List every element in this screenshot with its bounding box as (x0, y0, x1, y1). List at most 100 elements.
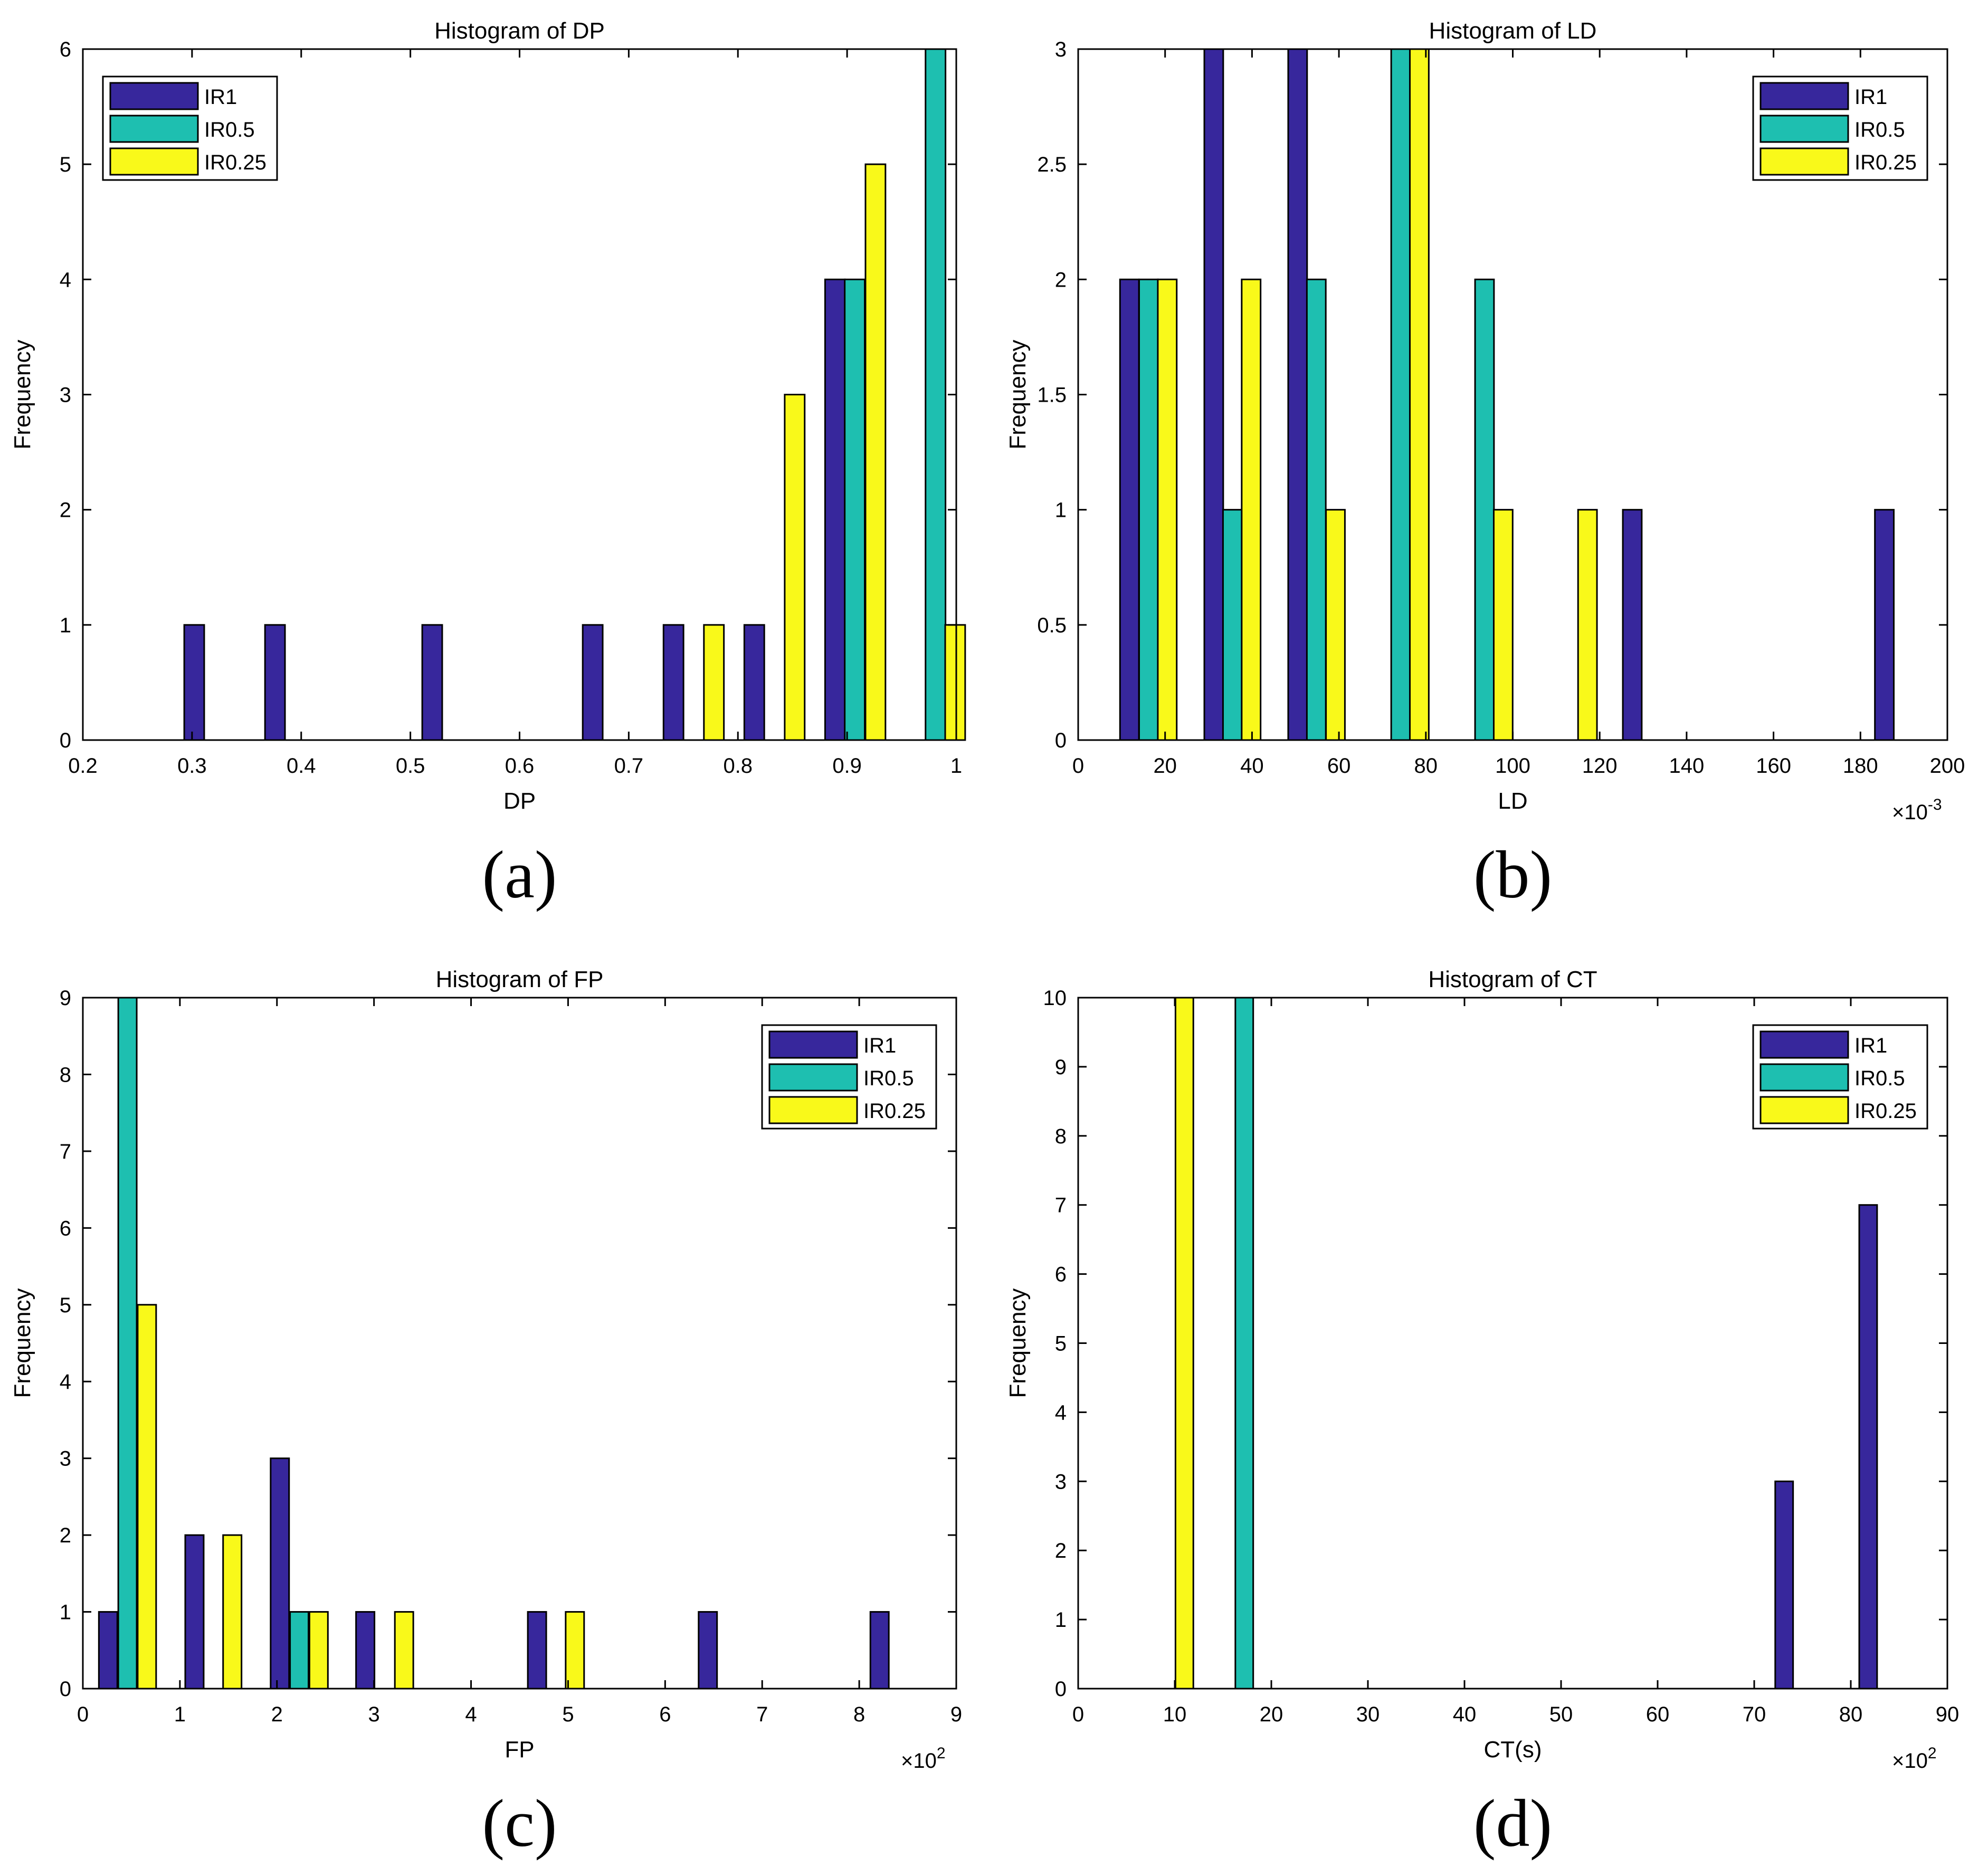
bar-ir1-2 (421, 624, 443, 741)
x-tick-label: 120 (1582, 754, 1618, 778)
y-tick-label: 4 (1055, 1401, 1067, 1424)
x-tick-label: 80 (1414, 754, 1438, 778)
legend-label: IR0.5 (1854, 1067, 1905, 1090)
y-tick-label: 0.5 (1037, 614, 1067, 637)
y-tick-label: 0 (60, 1678, 71, 1701)
legend-label: IR0.25 (1854, 151, 1917, 174)
bar-ir1-2 (1287, 48, 1308, 741)
x-tick-label: 0.3 (177, 754, 207, 778)
y-tick-label: 1.5 (1037, 384, 1067, 407)
legend-swatch-ir05 (1759, 115, 1849, 143)
legend: IR1 IR0.5 IR0.25 (102, 75, 278, 181)
legend-swatch-ir025 (768, 1096, 858, 1124)
legend-swatch-ir1 (109, 82, 199, 110)
x-tick-label: 0.6 (505, 754, 535, 778)
y-tick-label: 6 (1055, 1263, 1067, 1286)
bar-ir05-1 (925, 48, 947, 741)
chart-title: Histogram of FP (436, 967, 604, 992)
legend-swatch-ir1 (1759, 82, 1849, 110)
bar-ir05-0 (1234, 997, 1254, 1690)
legend-label: IR1 (1854, 86, 1887, 109)
legend-label: IR0.5 (863, 1067, 914, 1090)
y-tick-label: 1 (1055, 499, 1067, 522)
y-tick-label: 0 (1055, 1678, 1067, 1701)
x-tick-label: 7 (756, 1703, 768, 1726)
x-tick-label: 60 (1646, 1703, 1670, 1726)
bar-ir1-5 (743, 624, 765, 741)
axes-frame (82, 997, 957, 1690)
x-tick-label: 60 (1327, 754, 1351, 778)
y-tick-label: 8 (1055, 1125, 1067, 1148)
x-tick-label: 160 (1756, 754, 1791, 778)
x-tick-label: 0 (1072, 754, 1084, 778)
x-tick-label: 0 (77, 1703, 89, 1726)
x-tick-label: 50 (1549, 1703, 1573, 1726)
legend-swatch-ir05 (768, 1063, 858, 1092)
legend-swatch-ir05 (1759, 1063, 1849, 1092)
x-tick-label: 0.2 (68, 754, 98, 778)
bar-ir1-3 (1622, 509, 1643, 741)
bar-ir025-0 (137, 1304, 157, 1690)
legend: IR1 IR0.5 IR0.25 (1752, 1024, 1928, 1130)
legend-label: IR0.5 (1854, 118, 1905, 141)
bar-ir1-5 (698, 1611, 718, 1690)
x-tick-label: 5 (562, 1703, 574, 1726)
bar-ir1-1 (264, 624, 286, 741)
bar-ir1-1 (184, 1534, 205, 1690)
legend-swatch-ir05 (109, 115, 199, 143)
y-tick-label: 1 (60, 614, 71, 637)
legend: IR1 IR0.5 IR0.25 (1752, 75, 1928, 181)
bar-ir1-1 (1858, 1204, 1878, 1690)
y-tick-label: 1 (1055, 1608, 1067, 1632)
y-tick-label: 3 (1055, 38, 1067, 61)
bar-ir025-4 (565, 1611, 585, 1690)
x-multiplier: ×102 (901, 1745, 946, 1773)
x-tick-label: 0.7 (614, 754, 644, 778)
y-tick-label: 3 (60, 1447, 71, 1471)
bar-ir025-0 (1157, 278, 1178, 741)
y-tick-label: 2 (60, 499, 71, 522)
legend-label: IR0.25 (1854, 1100, 1917, 1123)
x-multiplier: ×102 (1892, 1745, 1937, 1773)
bar-ir05-1 (1222, 509, 1243, 741)
x-tick-label: 30 (1356, 1703, 1380, 1726)
legend-label: IR0.5 (204, 118, 255, 141)
panel-caption: (a) (482, 837, 557, 912)
y-tick-label: 0 (60, 729, 71, 752)
bar-ir1-4 (527, 1611, 547, 1690)
x-axis-label: LD (1498, 788, 1527, 814)
legend-swatch-ir025 (109, 147, 199, 176)
x-tick-label: 40 (1453, 1703, 1477, 1726)
bar-ir025-1 (1241, 278, 1262, 741)
y-tick-label: 9 (1055, 1056, 1067, 1079)
bar-ir025-0 (703, 624, 725, 741)
x-tick-label: 80 (1839, 1703, 1863, 1726)
x-tick-label: 100 (1495, 754, 1530, 778)
y-tick-label: 7 (1055, 1194, 1067, 1217)
bar-ir025-5 (1577, 509, 1598, 741)
bar-ir05-4 (1474, 278, 1495, 741)
x-tick-label: 6 (659, 1703, 671, 1726)
bar-ir025-0 (1174, 997, 1194, 1690)
bar-ir05-0 (117, 997, 138, 1690)
bar-ir1-1 (1203, 48, 1224, 741)
y-tick-label: 5 (60, 1294, 71, 1317)
x-tick-label: 90 (1936, 1703, 1960, 1726)
y-tick-label: 5 (60, 153, 71, 176)
x-tick-label: 10 (1163, 1703, 1187, 1726)
x-tick-label: 20 (1260, 1703, 1283, 1726)
bar-ir1-0 (183, 624, 205, 741)
y-tick-label: 2.5 (1037, 153, 1067, 176)
bar-ir1-0 (1774, 1480, 1794, 1690)
y-tick-label: 4 (60, 1370, 71, 1394)
panel-caption: (b) (1473, 837, 1552, 912)
bar-ir1-3 (582, 624, 604, 741)
x-tick-label: 140 (1669, 754, 1705, 778)
y-axis-label: Frequency (9, 340, 35, 450)
x-tick-label: 0.9 (832, 754, 862, 778)
x-axis-label: DP (503, 788, 536, 814)
legend-label: IR0.25 (863, 1100, 926, 1123)
x-tick-label: 3 (368, 1703, 380, 1726)
bar-ir1-0 (98, 1611, 118, 1690)
